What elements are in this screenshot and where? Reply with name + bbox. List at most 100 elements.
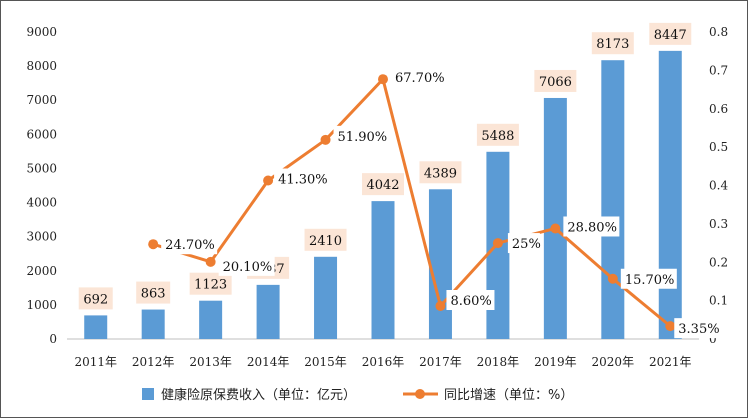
bar — [84, 315, 108, 339]
x-tick-label: 2019年 — [534, 355, 577, 369]
bar-label-box — [304, 228, 347, 251]
growth-point — [665, 321, 676, 332]
line-label-box — [274, 168, 331, 189]
y-right-tick-label: 0.1 — [709, 294, 728, 308]
bar-label-box — [362, 173, 404, 196]
x-tick-label: 2015年 — [304, 355, 347, 369]
growth-point — [435, 300, 446, 311]
axes: 0 1000 2000 3000 4000 5000 6000 7000 8000 9000 0 0.… — [26, 25, 728, 369]
x-tick-label: 2012年 — [132, 355, 175, 369]
y-left-tick-label: 9000 — [26, 25, 57, 39]
x-tick-label: 2018年 — [477, 355, 520, 369]
x-tick-label: 2016年 — [362, 355, 405, 369]
x-tick-label: 2014年 — [247, 355, 290, 369]
growth-point — [205, 256, 216, 267]
bar — [199, 300, 223, 339]
growth-point — [263, 175, 274, 186]
y-right-tick-label: 0.6 — [709, 102, 728, 116]
bar-label-box — [476, 123, 519, 146]
bar-label-box — [649, 22, 692, 45]
x-tick-label: 2017年 — [419, 355, 462, 369]
y-right-tick-label: 0.4 — [709, 179, 728, 193]
y-right-tick-label: 0.2 — [709, 255, 728, 269]
bar — [314, 256, 338, 339]
bar — [141, 309, 165, 339]
line-label-box — [446, 289, 495, 310]
x-tick-label: 2021年 — [649, 355, 692, 369]
line-data-label: 28.80% — [567, 220, 617, 235]
y-left-tick-label: 4000 — [26, 196, 57, 210]
line-data-label: 67.70% — [395, 71, 445, 86]
y-left-tick-label: 7000 — [26, 93, 57, 107]
growth-point — [607, 273, 618, 284]
y-right-tick-label: 0.3 — [709, 217, 728, 231]
line-label-box — [674, 318, 723, 339]
line-label-box — [218, 255, 275, 276]
legend: 健康险原保费收入（单位：亿元） 同比增速（单位：%） — [142, 387, 573, 403]
legend-line-marker — [415, 389, 425, 399]
bar — [256, 284, 280, 339]
growth-line — [152, 77, 672, 328]
bar-data-label: 863 — [141, 287, 166, 302]
bar — [658, 50, 682, 340]
bar-data-label: 692 — [83, 292, 108, 307]
y-left-tick-label: 6000 — [26, 127, 57, 141]
x-tick-label: 2013年 — [189, 355, 232, 369]
y-right-tick-label: 0.5 — [709, 140, 728, 154]
bar-label-box — [78, 287, 113, 310]
y-left-tick-label: 3000 — [26, 230, 57, 244]
legend-bar-swatch — [142, 388, 154, 400]
bar-data-label: 5488 — [481, 129, 514, 144]
line-data-label: 15.70% — [625, 273, 675, 288]
bar-label-box — [136, 281, 171, 304]
bar — [371, 201, 395, 339]
y-right-tick-label: 0.7 — [709, 63, 728, 77]
bar-data-label: 4389 — [424, 166, 457, 181]
line-label-box — [620, 268, 677, 289]
growth-point — [492, 238, 503, 249]
line-data-label: 8.60% — [450, 294, 491, 309]
growth-point — [378, 74, 388, 85]
y-left-tick-label: 1000 — [26, 298, 57, 312]
y-left-tick-label: 0 — [49, 332, 57, 346]
growth-point — [320, 134, 331, 145]
bar — [543, 97, 567, 339]
growth-point — [550, 223, 561, 234]
line-label-box — [391, 67, 447, 88]
y-left-tick-label: 2000 — [26, 264, 57, 278]
y-right-tick-label: 0.8 — [709, 25, 728, 39]
bar-data-label: 8447 — [654, 28, 687, 43]
bar-label-box — [189, 272, 232, 295]
bar-label-box — [591, 32, 634, 55]
bar — [428, 189, 452, 339]
legend-bar-label: 健康险原保费收入（单位：亿元） — [161, 387, 356, 403]
line-data-label: 41.30% — [278, 173, 328, 188]
y-left-tick-label: 5000 — [26, 161, 57, 175]
line-data-label: 51.90% — [338, 130, 388, 145]
line-data-label: 24.70% — [165, 238, 215, 253]
growth-line-path — [152, 77, 672, 328]
bar — [601, 60, 625, 339]
line-data-label: 20.10% — [223, 260, 273, 275]
line-data-label: 3.35% — [678, 322, 719, 337]
line-data-label: 25% — [512, 237, 541, 252]
line-label-box — [333, 125, 390, 146]
data-labels: 6928631123158724104042438954887066817384… — [78, 22, 723, 339]
y-right-tick-label: 0 — [709, 332, 717, 346]
x-tick-label: 2020年 — [592, 355, 635, 369]
bar-data-label: 7066 — [539, 75, 572, 90]
bar-data-label: 2410 — [309, 234, 342, 249]
y-left-tick-label: 8000 — [26, 59, 57, 73]
legend-line-label: 同比增速（单位：%） — [444, 388, 573, 403]
bar-label-box — [419, 161, 462, 184]
bar-data-label: 1123 — [194, 278, 227, 293]
line-label-box — [507, 233, 540, 254]
bar-data-label: 8173 — [596, 37, 629, 52]
bar-data-label: 4042 — [366, 178, 399, 193]
bar-label-box — [534, 69, 577, 92]
line-label-box — [161, 234, 218, 255]
growth-point — [148, 239, 159, 250]
x-tick-label: 2011年 — [74, 355, 117, 369]
